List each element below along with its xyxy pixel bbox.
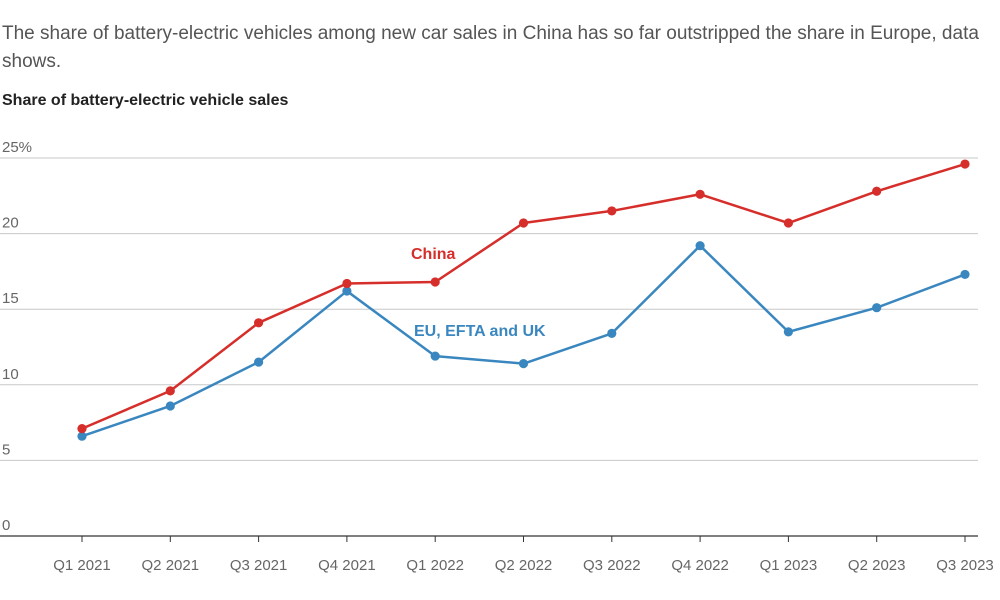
x-tick-label: Q1 2021: [53, 557, 111, 574]
y-tick-label: 25%: [2, 139, 32, 156]
data-point: [518, 218, 529, 228]
data-point: [77, 424, 87, 434]
data-point: [607, 328, 617, 338]
x-tick-label: Q3 2022: [583, 557, 641, 574]
gridlines: [0, 157, 978, 537]
x-tick-label: Q2 2022: [495, 557, 553, 574]
data-point: [254, 357, 264, 367]
data-point: [165, 401, 175, 411]
data-point: [342, 278, 352, 289]
y-tick-label: 0: [2, 517, 10, 534]
x-tick-label: Q2 2021: [142, 557, 200, 574]
chart-subtitle: The share of battery-electric vehicles a…: [2, 23, 979, 72]
data-point: [695, 241, 705, 251]
data-point: [165, 386, 175, 396]
data-point: [430, 277, 440, 287]
data-point: [695, 189, 705, 199]
y-tick-label: 10: [2, 366, 19, 383]
data-point: [960, 269, 970, 280]
series-labels: China EU, EFTA and UK: [411, 246, 546, 340]
y-axis-ticks: 0 5 10 15 20 25%: [2, 139, 32, 534]
x-tick-label: Q2 2023: [848, 557, 906, 574]
x-axis-ticks: Q1 2021 Q2 2021 Q3 2021 Q4 2021 Q1 2022 Q2 20…: [53, 536, 994, 574]
data-point: [254, 318, 264, 328]
data-point: [77, 431, 87, 441]
data-point: [783, 327, 794, 337]
x-tick-label: Q4 2022: [671, 557, 729, 574]
y-tick-label: 20: [2, 215, 19, 232]
x-tick-label: Q1 2022: [406, 557, 464, 574]
data-point: [783, 218, 794, 228]
series-lines: [77, 159, 970, 441]
chart-title: Share of battery-electric vehicle sales: [2, 92, 289, 109]
x-tick-label: Q3 2021: [230, 557, 288, 574]
data-point: [518, 359, 529, 369]
series-line: [81, 244, 966, 438]
x-tick-label: Q3 2023: [936, 557, 994, 574]
data-point: [342, 286, 352, 296]
data-point: [872, 186, 882, 196]
x-tick-label: Q1 2023: [760, 557, 818, 574]
series-label: China: [411, 246, 456, 263]
x-tick-label: Q4 2021: [318, 557, 376, 574]
series-label: EU, EFTA and UK: [414, 323, 546, 340]
y-tick-label: 15: [2, 290, 19, 307]
y-tick-label: 5: [2, 441, 10, 458]
series-line: [81, 162, 966, 430]
data-point: [960, 159, 970, 169]
data-point: [430, 351, 440, 361]
data-point: [872, 303, 882, 313]
data-point: [607, 206, 617, 216]
